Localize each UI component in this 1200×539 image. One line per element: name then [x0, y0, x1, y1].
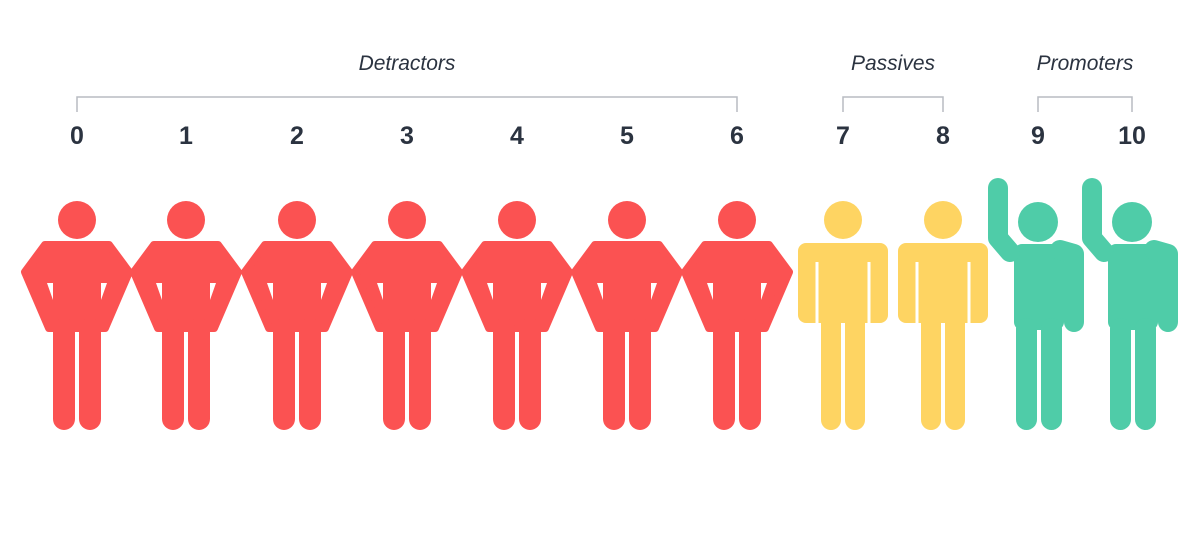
head [1018, 202, 1058, 242]
leg [629, 318, 651, 430]
detractor-figure [681, 201, 793, 430]
leg [53, 318, 75, 430]
leg [409, 318, 431, 430]
score: 10 [1118, 122, 1146, 150]
arm-gap [487, 283, 547, 300]
detractor-figure [241, 201, 353, 430]
torso [1014, 244, 1064, 330]
score: 9 [1031, 122, 1045, 150]
promoter-figure [1082, 178, 1178, 430]
leg [945, 300, 965, 430]
detractor-figure [130, 201, 242, 430]
arm-gap [915, 262, 971, 323]
leg [493, 318, 515, 430]
torso [130, 241, 242, 332]
detractor-figure [461, 201, 573, 430]
leg [845, 300, 865, 430]
lowered-arm [1050, 240, 1084, 332]
torso [461, 241, 573, 332]
detractor-figure [571, 201, 683, 430]
head [58, 201, 96, 239]
bracket [1037, 96, 1133, 112]
head [498, 201, 536, 239]
head [718, 201, 756, 239]
score: 5 [620, 122, 634, 150]
score: 0 [70, 122, 84, 150]
score: 7 [836, 122, 850, 150]
group-label: Passives [851, 52, 936, 75]
torso [571, 241, 683, 332]
score: 4 [510, 122, 524, 150]
arm-gap [267, 283, 327, 300]
group-label: Detractors [359, 52, 456, 75]
leg [519, 318, 541, 430]
arm-gap [47, 283, 107, 300]
head [924, 201, 962, 239]
detractor-figure [21, 201, 133, 430]
raised-arm [1082, 178, 1114, 262]
torso [798, 243, 888, 323]
score: 8 [936, 122, 950, 150]
leg [188, 318, 210, 430]
score: 1 [179, 122, 193, 150]
leg [603, 318, 625, 430]
leg [739, 318, 761, 430]
passive-figure [898, 201, 988, 430]
leg [921, 300, 941, 430]
arm-gap [597, 283, 657, 300]
head [278, 201, 316, 239]
torso [21, 241, 133, 332]
torso [898, 243, 988, 323]
head [167, 201, 205, 239]
head [1112, 202, 1152, 242]
leg [713, 318, 735, 430]
leg [79, 318, 101, 430]
leg [1135, 318, 1156, 430]
torso [351, 241, 463, 332]
leg [1041, 318, 1062, 430]
torso [241, 241, 353, 332]
raised-arm [988, 178, 1020, 262]
head [388, 201, 426, 239]
leg [383, 318, 405, 430]
detractor-figure [351, 201, 463, 430]
torso [681, 241, 793, 332]
lowered-arm [1144, 240, 1178, 332]
torso [1108, 244, 1158, 330]
arm-gap [156, 283, 216, 300]
bracket [842, 96, 944, 112]
promoter-figure [988, 178, 1084, 430]
arm-gap [707, 283, 767, 300]
head [608, 201, 646, 239]
leg [1110, 318, 1131, 430]
score: 2 [290, 122, 304, 150]
head [824, 201, 862, 239]
passive-figure [798, 201, 888, 430]
score: 3 [400, 122, 414, 150]
arm-gap [815, 262, 871, 323]
group-label: Promoters [1037, 52, 1134, 75]
leg [162, 318, 184, 430]
leg [273, 318, 295, 430]
leg [299, 318, 321, 430]
bracket [76, 96, 738, 112]
leg [821, 300, 841, 430]
leg [1016, 318, 1037, 430]
arm-gap [377, 283, 437, 300]
score: 6 [730, 122, 744, 150]
